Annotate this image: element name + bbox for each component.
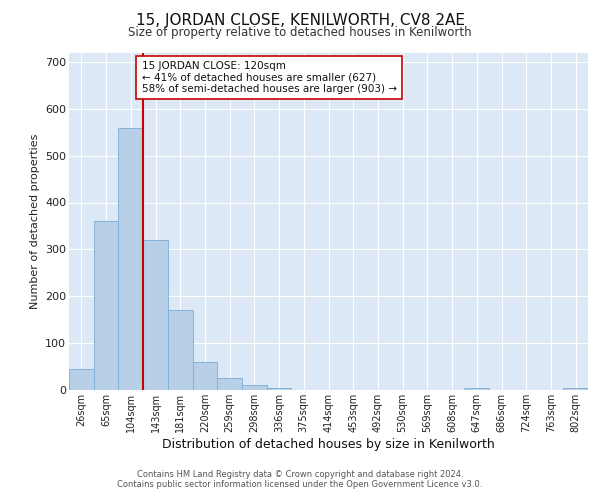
Bar <box>118 128 143 390</box>
Text: 15 JORDAN CLOSE: 120sqm
← 41% of detached houses are smaller (627)
58% of semi-d: 15 JORDAN CLOSE: 120sqm ← 41% of detache… <box>142 61 397 94</box>
Text: 15, JORDAN CLOSE, KENILWORTH, CV8 2AE: 15, JORDAN CLOSE, KENILWORTH, CV8 2AE <box>136 12 464 28</box>
Bar <box>94 221 118 390</box>
Bar <box>267 388 292 390</box>
Bar <box>464 388 489 390</box>
X-axis label: Distribution of detached houses by size in Kenilworth: Distribution of detached houses by size … <box>162 438 495 450</box>
Bar <box>193 362 217 390</box>
Bar <box>242 386 267 390</box>
Bar <box>143 240 168 390</box>
Bar <box>217 378 242 390</box>
Text: Contains HM Land Registry data © Crown copyright and database right 2024.
Contai: Contains HM Land Registry data © Crown c… <box>118 470 482 489</box>
Y-axis label: Number of detached properties: Number of detached properties <box>29 134 40 309</box>
Bar <box>563 388 588 390</box>
Bar <box>168 310 193 390</box>
Bar <box>69 369 94 390</box>
Text: Size of property relative to detached houses in Kenilworth: Size of property relative to detached ho… <box>128 26 472 39</box>
